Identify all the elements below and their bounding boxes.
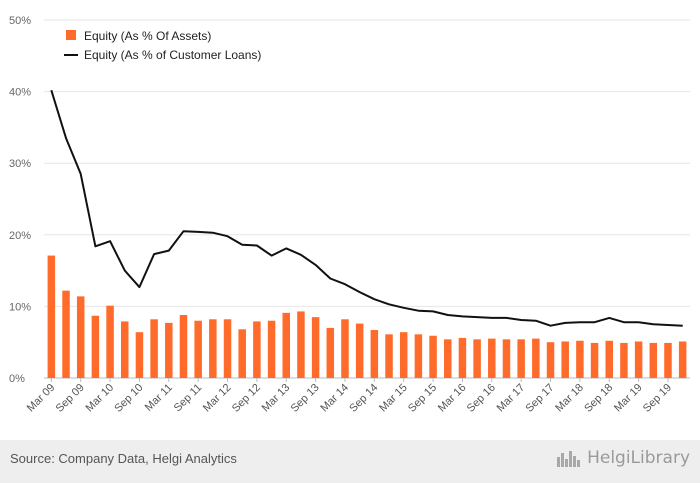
x-tick-label: Sep 17 [523,382,556,415]
x-tick-label: Mar 17 [495,382,528,415]
x-tick-label: Mar 14 [318,382,351,415]
x-tick-label: Sep 09 [54,382,87,415]
line-series [50,89,683,327]
source-note: Source: Company Data, Helgi Analytics [10,451,237,466]
bar-series [47,255,687,378]
bar [355,323,364,378]
y-tick-label: 20% [9,230,31,242]
y-tick-label: 40% [9,87,31,99]
x-tick-label: Mar 13 [260,382,293,415]
series-line [50,89,683,327]
x-tick-label: Mar 16 [436,382,469,415]
x-tick-label: Sep 12 [230,382,263,415]
x-tick-label: Sep 13 [289,382,322,415]
y-tick-label: 50% [9,15,31,27]
gridlines [44,19,690,379]
x-tick-label: Mar 12 [201,382,234,415]
bar [664,342,672,378]
bar [150,319,158,378]
bar [253,321,261,378]
legend-label-line: Equity (As % of Customer Loans) [84,48,261,62]
bar [634,341,643,378]
bar [414,334,423,378]
bar [62,290,70,378]
bar [385,334,393,378]
bar [561,341,569,378]
bar [106,305,114,378]
x-tick-label: Mar 10 [83,382,116,415]
bar [121,321,129,378]
bar [47,255,56,378]
x-tick-label: Mar 19 [612,382,645,415]
bar [517,339,525,378]
bar [502,339,511,378]
y-tick-label: 0% [9,373,25,385]
bar [341,319,349,378]
bar [238,329,246,378]
x-tick-label: Sep 19 [641,382,674,415]
bar [488,338,496,378]
legend: Equity (As % Of Assets) Equity (As % of … [64,29,261,62]
bar [678,341,687,378]
bar [194,320,202,378]
x-tick-label: Sep 16 [465,382,498,415]
x-tick-label: Sep 11 [172,382,205,415]
bar [576,340,584,378]
bar [223,319,232,378]
x-tick-label: Mar 18 [553,382,586,415]
bar [165,322,173,378]
bar [429,335,437,378]
bar [370,330,379,378]
bar [135,332,144,378]
legend-swatch-bar [66,30,76,40]
x-tick-label: Sep 15 [406,382,439,415]
bar [326,327,335,378]
city-skyline-icon [557,451,581,467]
bar [282,312,290,378]
x-tick-label: Sep 18 [582,382,615,415]
bar [297,311,305,378]
x-tick-label: Sep 14 [347,382,380,415]
bar [179,314,188,378]
bar [209,319,217,378]
bar [620,342,628,378]
y-tick-label: 30% [9,158,31,170]
bar [649,342,658,378]
bar [444,339,452,378]
bar [473,339,481,378]
bar [532,338,540,378]
bar [267,320,276,378]
bar [590,342,599,378]
bar [458,337,467,378]
footer: Source: Company Data, Helgi Analytics He… [0,440,700,483]
bar [76,296,85,378]
bar [91,315,100,378]
x-tick-label: Mar 11 [143,382,175,414]
x-tick-label: Mar 15 [377,382,410,415]
bar [399,332,408,378]
x-tick-label: Sep 10 [112,382,145,415]
legend-label-bar: Equity (As % Of Assets) [84,29,211,43]
y-tick-label: 10% [9,301,31,313]
brand-name: HelgiLibrary [587,448,690,468]
brand-logo: HelgiLibrary [556,448,690,468]
x-tick-label: Mar 09 [25,382,58,415]
bar [546,342,555,378]
bar [311,317,320,378]
bar [605,340,613,378]
